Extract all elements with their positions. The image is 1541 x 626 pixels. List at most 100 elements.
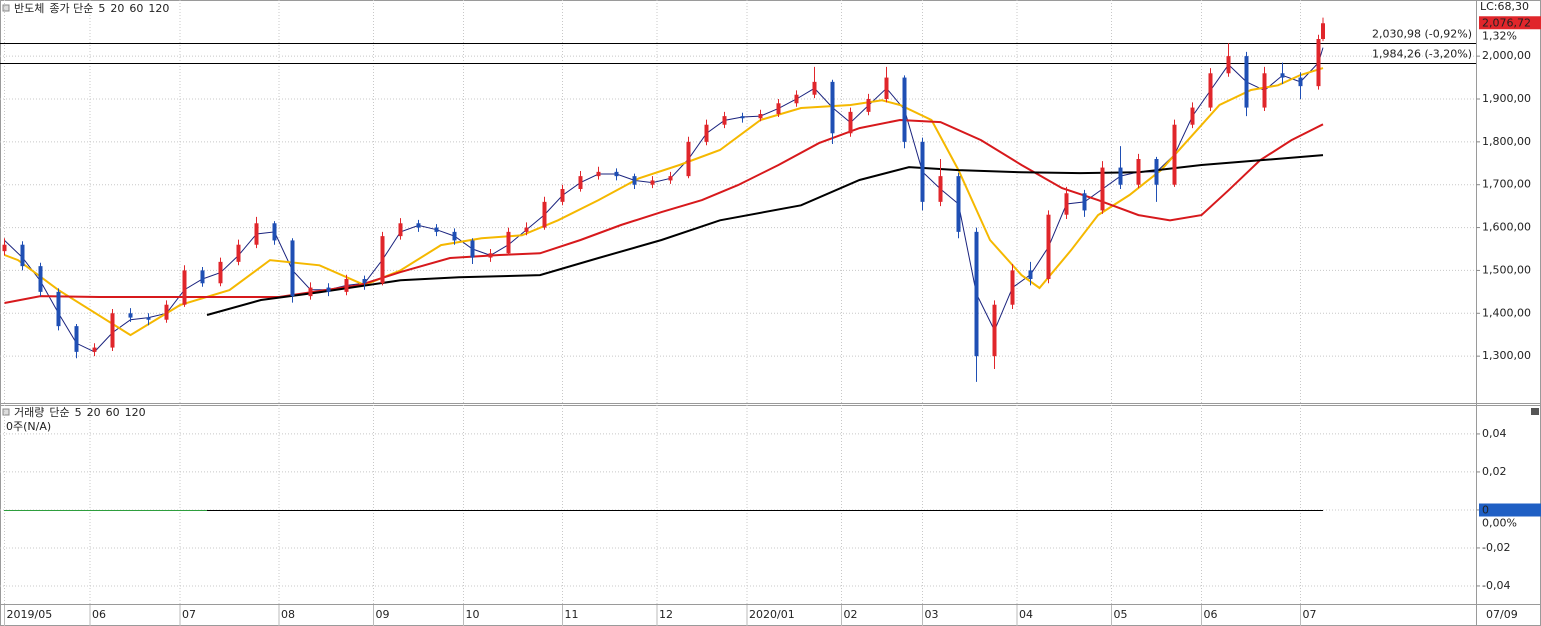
candle-body <box>470 240 475 258</box>
candle-body <box>1321 23 1325 39</box>
y-tick-label: 1,700,00 <box>1482 178 1531 191</box>
candle-body <box>686 141 691 177</box>
candle-body <box>506 231 511 254</box>
x-tick-label: 04 <box>1019 608 1033 621</box>
volume-subtitle: 0주(N/A) <box>6 420 51 433</box>
candle-body <box>938 176 943 202</box>
candle-body <box>1262 73 1267 108</box>
y-tick-label: 1,300,00 <box>1482 349 1531 362</box>
panel-button[interactable] <box>1531 408 1539 415</box>
x-tick-label: 06 <box>1204 608 1218 621</box>
legend-text: 5 <box>75 406 82 419</box>
candle-body <box>794 94 799 104</box>
candle-body <box>722 116 727 125</box>
candle-body <box>740 116 745 119</box>
y-tick-label: 1,800,00 <box>1482 135 1531 148</box>
candle-body <box>452 231 457 241</box>
change-label: 0,00% <box>1482 517 1517 530</box>
reference-label: 2,030,98 (-0,92%) <box>1372 28 1472 41</box>
candle-body <box>632 176 637 185</box>
candle-body <box>776 103 781 114</box>
last-value-box <box>1479 503 1541 517</box>
y-tick-label: 1,900,00 <box>1482 92 1531 105</box>
last-value-label: 2,076,72 <box>1482 16 1531 29</box>
reference-label: 1,984,26 (-3,20%) <box>1372 48 1472 61</box>
y-tick-label: -0,04 <box>1482 579 1510 592</box>
candle-body <box>1226 56 1231 74</box>
candle-body <box>92 347 97 352</box>
candle-body <box>146 317 151 320</box>
end-date-label: 07/09 <box>1486 608 1518 621</box>
candle-body <box>1298 77 1303 87</box>
candle-body <box>1118 167 1123 185</box>
candle-body <box>326 287 331 292</box>
panel-icon[interactable] <box>2 4 10 12</box>
y-tick-label: 1,400,00 <box>1482 306 1531 319</box>
candle-body <box>488 253 493 258</box>
candle-body <box>992 304 997 357</box>
candle-body <box>902 77 907 142</box>
legend-text: 120 <box>125 406 146 419</box>
candle-body <box>542 201 547 228</box>
candle-body <box>200 270 205 284</box>
x-tick-label: 10 <box>466 608 480 621</box>
last-value-label: 0 <box>1482 504 1489 517</box>
panel-icon[interactable] <box>2 408 10 416</box>
candle-body <box>308 287 313 297</box>
candle-body <box>182 270 187 305</box>
candle-body <box>272 223 277 241</box>
candle-body <box>56 291 61 327</box>
legend-text: 단순 <box>49 406 69 419</box>
legend-text: 60 <box>106 406 120 419</box>
y-tick-label: 2,000,00 <box>1482 49 1531 62</box>
candle-body <box>380 236 385 284</box>
y-tick-label: 0,04 <box>1482 427 1507 440</box>
candle-body <box>164 304 169 320</box>
candle-body <box>1064 193 1069 215</box>
change-label: 1,32% <box>1482 29 1517 42</box>
candle-body <box>920 141 925 202</box>
candle-body <box>956 176 961 232</box>
candle-body <box>1028 270 1033 279</box>
candle-body <box>1154 159 1159 185</box>
x-tick-label: 12 <box>659 608 673 621</box>
y-tick-label: 1,500,00 <box>1482 263 1531 276</box>
candle-body <box>254 223 259 245</box>
candle-body <box>2 244 7 252</box>
legend-text: 5 <box>98 2 105 15</box>
candle-body <box>524 227 529 232</box>
candle-body <box>398 223 403 237</box>
candle-body <box>668 176 673 181</box>
x-tick-label: 06 <box>92 608 106 621</box>
candle-body <box>344 279 349 292</box>
candle-body <box>416 223 421 228</box>
x-tick-label: 2019/05 <box>7 608 53 621</box>
candle-body <box>758 114 763 119</box>
candle-body <box>1244 56 1249 108</box>
candle-body <box>560 189 565 202</box>
legend-text: 종가 단순 <box>49 2 93 15</box>
candle-body <box>866 99 871 112</box>
x-tick-label: 07 <box>1303 608 1317 621</box>
candle-body <box>128 313 133 318</box>
candle-body <box>1190 107 1195 125</box>
candle-body <box>974 231 979 357</box>
x-tick-label: 07 <box>182 608 196 621</box>
x-tick-label: 09 <box>376 608 390 621</box>
candle-body <box>1316 39 1321 87</box>
y-tick-label: -0,02 <box>1482 541 1510 554</box>
candle-body <box>236 244 241 262</box>
candle-body <box>614 171 619 177</box>
x-tick-label: 08 <box>281 608 295 621</box>
legend-text: 20 <box>110 2 124 15</box>
candle-body <box>434 227 439 232</box>
x-tick-label: 05 <box>1114 608 1128 621</box>
candle-body <box>884 77 889 99</box>
legend-text: 20 <box>87 406 101 419</box>
candle-body <box>1280 73 1285 78</box>
last-code: LC:68,30 <box>1480 0 1529 13</box>
candle-body <box>596 171 601 177</box>
candle-body <box>650 180 655 185</box>
